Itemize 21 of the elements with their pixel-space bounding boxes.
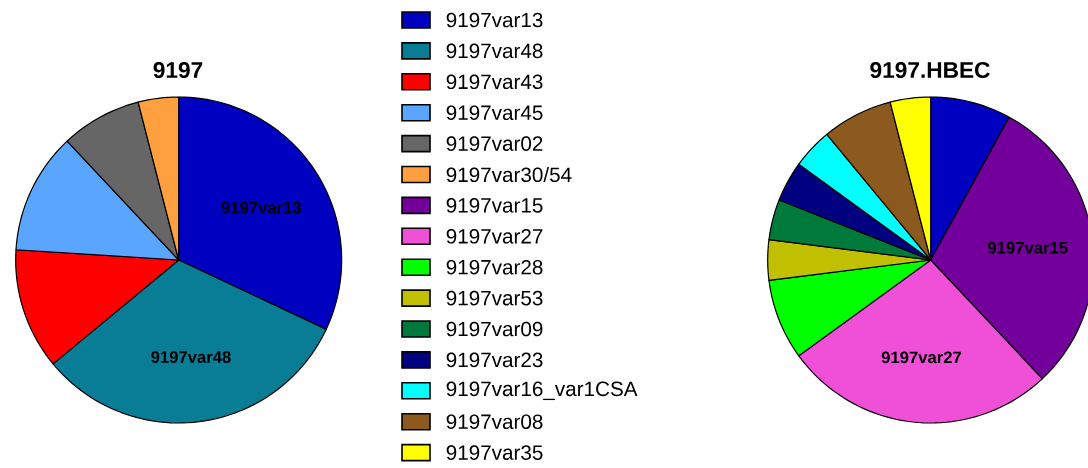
legend-label: 9197var13: [446, 12, 543, 28]
legend-label: 9197var15: [446, 198, 543, 213]
legend-label: 9197var16_var1CSA: [446, 381, 638, 401]
legend-label: 9197var45: [446, 105, 543, 121]
legend-label: 9197var08: [446, 414, 543, 430]
legend-label: 9197var53: [446, 290, 543, 306]
legend-label: 9197var48: [446, 43, 543, 59]
legend-label: 9197var27: [446, 228, 543, 244]
legend-label: 9197var09: [446, 321, 543, 337]
legend-label: 9197var43: [446, 74, 543, 90]
legend-label: 9197var35: [446, 445, 543, 460]
text: 9197var15: [987, 241, 1068, 254]
legend-label: 9197var23: [446, 352, 543, 368]
text: 9197var13: [221, 201, 301, 214]
text: 9197: [153, 61, 203, 79]
text: 9197var48: [151, 351, 231, 363]
chart-title: 9197.HBEC: [870, 61, 990, 79]
text: 9197var27: [881, 351, 962, 364]
legend-label: 9197var28: [446, 259, 543, 275]
legend-label: 9197var02: [446, 136, 543, 151]
legend-label: 9197var30/54: [446, 166, 572, 183]
